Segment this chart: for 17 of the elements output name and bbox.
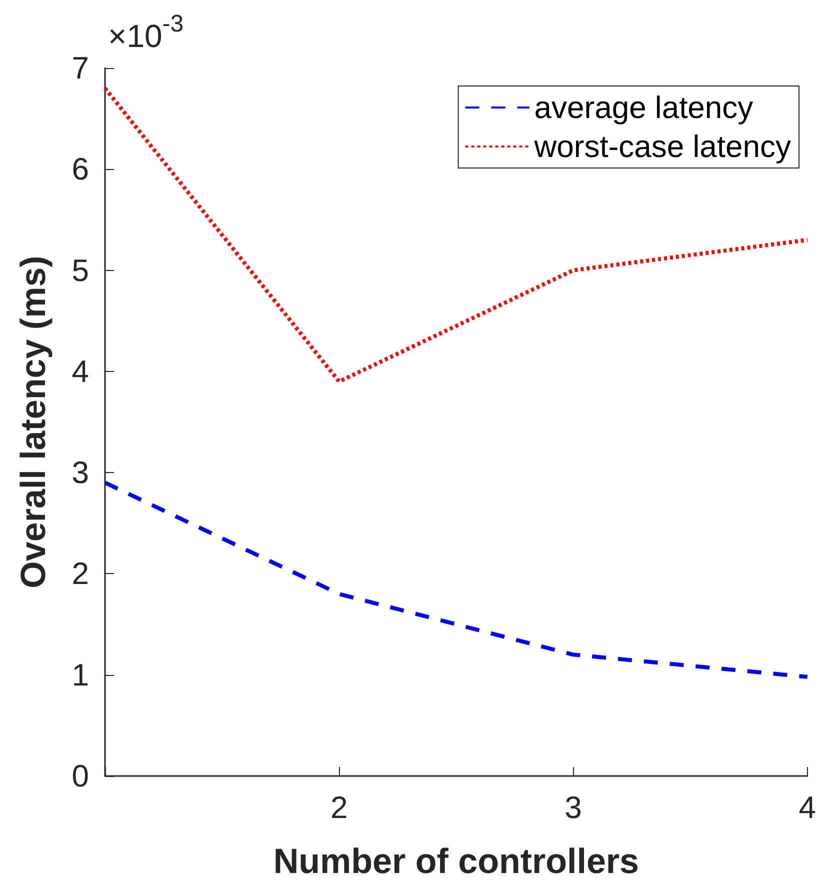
line-series	[103, 480, 810, 679]
x-axis-title: Number of controllers	[273, 842, 639, 881]
x-tick-label: 2	[330, 790, 348, 825]
legend-label: average latency	[534, 90, 754, 125]
y-axis-title: Overall latency (ms)	[14, 256, 53, 588]
y-tick-label: 0	[72, 758, 89, 794]
y-tick-label: 4	[72, 354, 89, 389]
legend-label: worst-case latency	[533, 129, 792, 164]
y-tick-label: 5	[72, 252, 89, 288]
line-series	[103, 86, 810, 384]
y-tick-label: 3	[72, 455, 89, 490]
y-tick-label: 6	[72, 152, 89, 187]
x-tick-label: 4	[798, 790, 816, 825]
x-tick-label: 3	[564, 790, 582, 825]
y-tick-label: 7	[72, 50, 89, 86]
y-tick-label: 1	[72, 657, 89, 692]
y-tick-label: 2	[72, 556, 89, 592]
